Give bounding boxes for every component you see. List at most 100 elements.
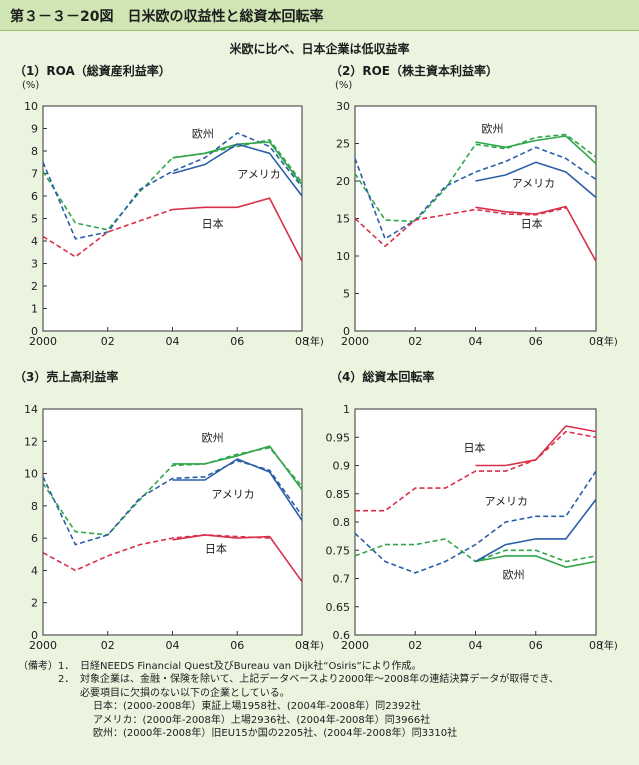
series-line-europe-solid: [475, 555, 597, 569]
y-tick-label: 30: [336, 100, 350, 113]
figure-subtitle: 米欧に比べ、日本企業は低収益率: [229, 42, 410, 56]
x-tick-label: 02: [101, 335, 115, 348]
panel-4-title: （4）総資本回転率: [330, 370, 435, 384]
y-tick-label: 12: [24, 435, 38, 448]
series-line-japan-solid: [475, 425, 597, 467]
series-line-europe-dashed: [42, 139, 303, 231]
y-tick-label: 6: [31, 532, 38, 545]
note-line-1: （備考）1． 日経NEEDS Financial Quest及びBureau va…: [18, 660, 630, 673]
series-label-europe: 欧州: [503, 569, 525, 582]
y-tick-label: 5: [31, 213, 38, 226]
x-tick-label: 02: [101, 639, 115, 652]
series-line-usa-dashed: [42, 459, 303, 546]
series-line-japan-dashed: [355, 430, 597, 512]
x-unit-label: (年): [306, 335, 324, 348]
y-tick-label: 2: [31, 280, 38, 293]
series-label-usa: アメリカ: [211, 488, 254, 501]
panel-3-title: （3）売上高利益率: [14, 370, 119, 384]
series-label-usa: アメリカ: [512, 177, 555, 190]
x-tick-label: 2000: [341, 639, 369, 652]
y-tick-label: 4: [31, 235, 38, 248]
x-unit-label: (年): [600, 335, 618, 348]
series-line-usa-solid: [172, 143, 303, 197]
y-tick-label: 0: [343, 325, 350, 338]
x-tick-label: 04: [469, 335, 483, 348]
y-tick-label: 4: [31, 564, 38, 577]
y-tick-label: 0.6: [333, 629, 351, 642]
notes-head: （備考）: [18, 661, 58, 672]
y-tick-label: 10: [336, 250, 350, 263]
series-label-usa: アメリカ: [485, 495, 528, 508]
note-num: 2．: [58, 674, 75, 686]
y-tick-label: 0.85: [326, 488, 351, 501]
note-detail-usa: アメリカ：(2000年-2008年）上場2936社、(2004年-2008年）同…: [93, 714, 431, 726]
y-tick-label: 0.95: [326, 431, 351, 444]
y-tick-label: 8: [31, 500, 38, 513]
y-tick-label: 0.8: [333, 516, 351, 529]
y-tick-label: 15: [336, 213, 350, 226]
x-tick-label: 08: [589, 335, 603, 348]
panel-2-unit: (%): [335, 80, 353, 91]
series-line-usa-solid: [475, 498, 597, 563]
series-label-europe: 欧州: [482, 122, 504, 135]
series-line-japan-solid: [475, 205, 597, 262]
series-label-europe: 欧州: [202, 431, 224, 444]
note-text: 対象企業は、金融・保険を除いて、上記データベースより2000年～2008年の連結…: [80, 674, 559, 686]
y-tick-label: 0.7: [333, 573, 351, 586]
series-line-japan-dashed: [42, 208, 173, 258]
y-tick-label: 9: [31, 123, 38, 136]
y-tick-label: 0.75: [326, 544, 351, 557]
series-line-usa-solid: [475, 161, 597, 199]
note-detail-japan: 日本：(2000-2008年）東証上場1958社、(2004年-2008年）同2…: [93, 701, 421, 713]
panel-1-title: （1）ROA（総資産利益率）: [14, 64, 171, 78]
x-tick-label: 2000: [29, 639, 57, 652]
y-tick-label: 5: [343, 288, 350, 301]
x-tick-label: 08: [295, 639, 309, 652]
series-line-europe-solid: [475, 135, 597, 165]
y-tick-label: 25: [336, 138, 350, 151]
x-tick-label: 2000: [341, 335, 369, 348]
figure-header: 第３－３－20図 日米欧の収益性と総資本回転率: [0, 0, 639, 31]
y-tick-label: 10: [24, 468, 38, 481]
series-label-japan: 日本: [202, 217, 224, 231]
y-tick-label: 1: [343, 403, 350, 416]
y-tick-label: 20: [336, 175, 350, 188]
y-tick-label: 1: [31, 303, 38, 316]
series-label-japan: 日本: [521, 217, 543, 231]
x-tick-label: 06: [529, 639, 543, 652]
x-tick-label: 2000: [29, 335, 57, 348]
series-line-usa-solid: [172, 458, 303, 521]
y-tick-label: 8: [31, 145, 38, 158]
y-tick-label: 2: [31, 597, 38, 610]
series-line-japan-solid: [172, 197, 303, 262]
note-detail-europe: 欧州：(2000年-2008年）旧EU15か国の2205社、(2004年-200…: [93, 728, 458, 740]
note-num: 1．: [58, 661, 75, 672]
series-line-usa-dashed: [354, 470, 597, 574]
x-unit-label: (年): [600, 639, 618, 652]
y-tick-label: 14: [24, 403, 38, 416]
plot-area: [354, 408, 597, 636]
series-line-japan-dashed: [42, 534, 270, 572]
series-line-japan-solid: [172, 534, 303, 583]
x-tick-label: 04: [166, 639, 180, 652]
x-tick-label: 06: [230, 335, 244, 348]
x-tick-label: 08: [589, 639, 603, 652]
note-continuation: 必要項目に欠損のない以下の企業としている。: [80, 687, 290, 699]
x-tick-label: 04: [166, 335, 180, 348]
x-tick-label: 06: [230, 639, 244, 652]
y-tick-label: 0.9: [333, 460, 351, 473]
panel-1-unit: (%): [22, 80, 40, 91]
y-tick-label: 0.65: [326, 601, 351, 614]
x-tick-label: 06: [529, 335, 543, 348]
y-tick-label: 6: [31, 190, 38, 203]
plot-area: [354, 105, 597, 332]
y-tick-label: 10: [24, 100, 38, 113]
plot-area: [42, 408, 303, 636]
note-line-2: 2． 対象企業は、金融・保険を除いて、上記データベースより2000年～2008年の…: [18, 673, 630, 686]
x-tick-label: 08: [295, 335, 309, 348]
y-tick-label: 0: [31, 325, 38, 338]
